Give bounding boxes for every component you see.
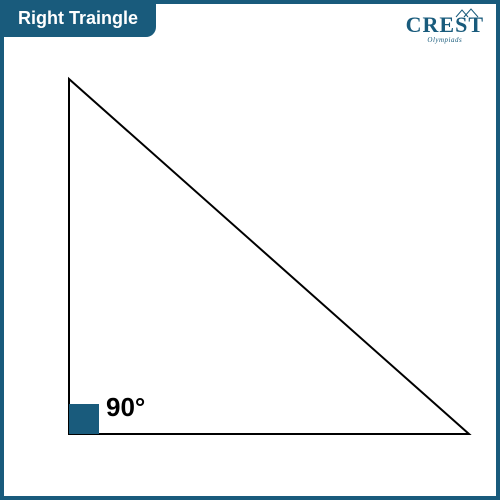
triangle-diagram: 90° (24, 64, 480, 484)
angle-degree-label: 90° (106, 392, 145, 423)
mountain-peaks-icon (454, 8, 482, 18)
title-tab: Right Traingle (0, 0, 156, 37)
right-angle-marker (69, 404, 99, 434)
title-text: Right Traingle (18, 8, 138, 28)
triangle-polygon (69, 79, 469, 434)
diagram-frame: Right Traingle CREST Olympiads 90° (0, 0, 500, 500)
brand-logo: CREST Olympiads (406, 14, 484, 44)
logo-sub-text: Olympiads (406, 36, 484, 44)
